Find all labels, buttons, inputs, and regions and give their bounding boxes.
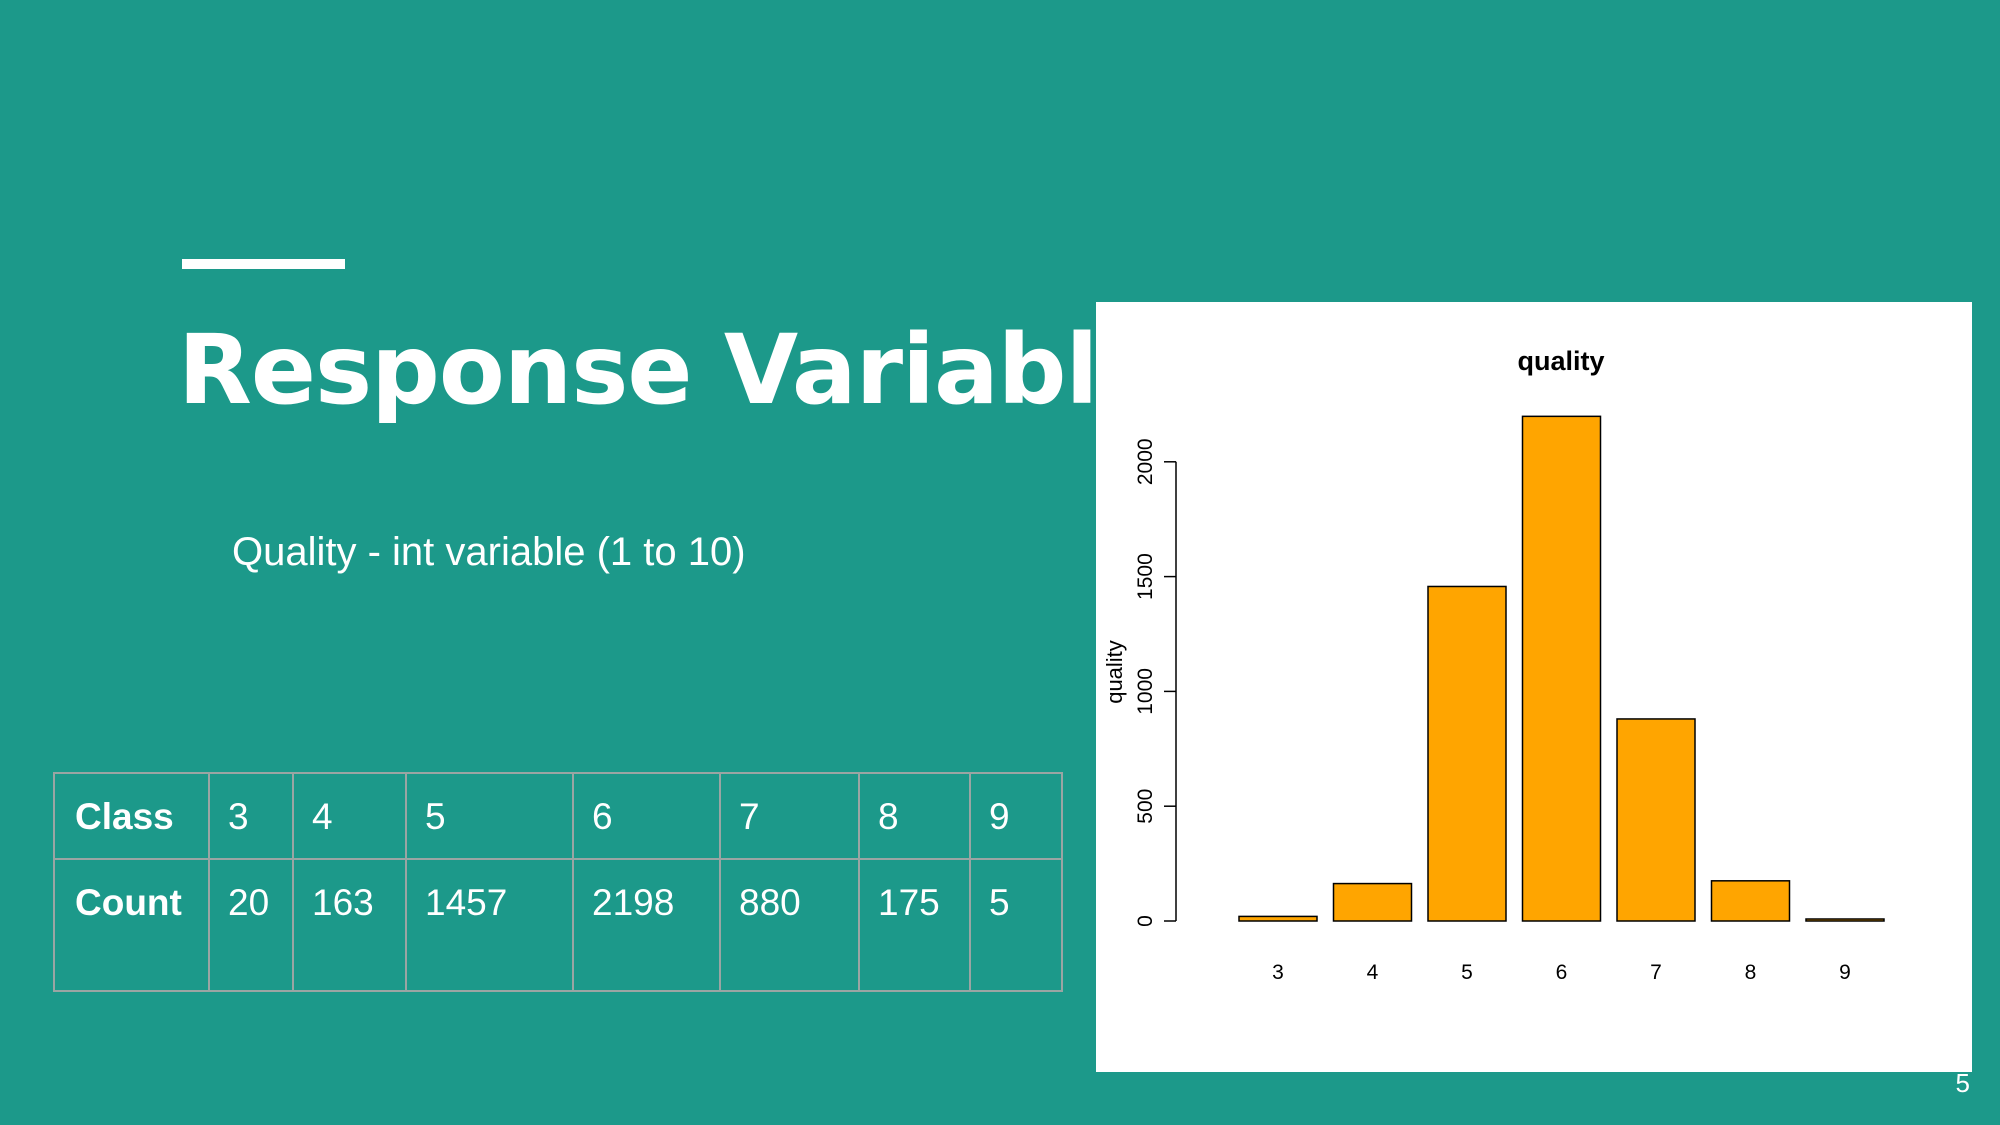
- table-cell-count: 20: [208, 858, 294, 992]
- bar-class-9: [1805, 918, 1885, 922]
- x-tick-label: 9: [1839, 961, 1851, 984]
- table-cell-count: 5: [969, 858, 1063, 992]
- chart-title: quality: [1517, 346, 1604, 376]
- quality-bar-chart: quality quality 0 500 1000 1500 2000 3 4 5 6 7 8 9: [1102, 346, 1885, 984]
- slide-subtitle: Quality - int variable (1 to 10): [232, 530, 746, 574]
- table-cell-class: 6: [572, 772, 721, 860]
- table-cell-count: 175: [858, 858, 971, 992]
- bar-class-3: [1238, 915, 1318, 922]
- bar-class-7: [1616, 718, 1696, 922]
- table-cell-class: 4: [292, 772, 407, 860]
- row-header-class: Class: [53, 772, 210, 860]
- table-cell-count: 880: [719, 858, 860, 992]
- table-row-count: Count 20 163 1457 2198 880 175 5: [53, 858, 1063, 992]
- y-tick-label: 0: [1134, 915, 1157, 927]
- chart-panel: quality quality 0 500 1000 1500 2000 3 4 5 6 7 8 9: [1096, 302, 1972, 1072]
- table-cell-class: 3: [208, 772, 294, 860]
- table-cell-count: 163: [292, 858, 407, 992]
- x-tick-label: 3: [1272, 961, 1284, 984]
- x-tick-labels: 3 4 5 6 7 8 9: [1272, 961, 1851, 984]
- bar-class-6: [1521, 415, 1602, 922]
- table-cell-count: 2198: [572, 858, 721, 992]
- bar-class-4: [1332, 882, 1413, 922]
- y-axis-label: quality: [1102, 640, 1127, 704]
- row-header-count: Count: [53, 858, 210, 992]
- slide-number: 5: [1955, 1068, 1970, 1098]
- y-tick-label: 2000: [1134, 438, 1157, 485]
- y-tick-label: 1000: [1134, 668, 1157, 715]
- x-tick-label: 8: [1745, 961, 1757, 984]
- y-axis: 0 500 1000 1500 2000: [1134, 438, 1177, 927]
- bar-class-8: [1710, 880, 1791, 922]
- bars: [1238, 415, 1885, 922]
- x-tick-label: 5: [1461, 961, 1473, 984]
- x-tick-label: 4: [1367, 961, 1379, 984]
- table-cell-class: 7: [719, 772, 860, 860]
- table-cell-class: 9: [969, 772, 1063, 860]
- x-tick-label: 6: [1556, 961, 1568, 984]
- title-accent-bar: [182, 259, 345, 269]
- x-tick-label: 7: [1650, 961, 1662, 984]
- table-cell-class: 8: [858, 772, 971, 860]
- y-tick-label: 1500: [1134, 553, 1157, 600]
- table-cell-count: 1457: [405, 858, 574, 992]
- table-cell-class: 5: [405, 772, 574, 860]
- class-count-table: Class 3 4 5 6 7 8 9 Count 20 163 1457 21…: [53, 772, 1063, 992]
- bar-class-5: [1427, 585, 1507, 922]
- slide-title: Response Variable: [178, 314, 1162, 426]
- y-tick-label: 500: [1134, 789, 1157, 824]
- table-row-class: Class 3 4 5 6 7 8 9: [53, 772, 1063, 860]
